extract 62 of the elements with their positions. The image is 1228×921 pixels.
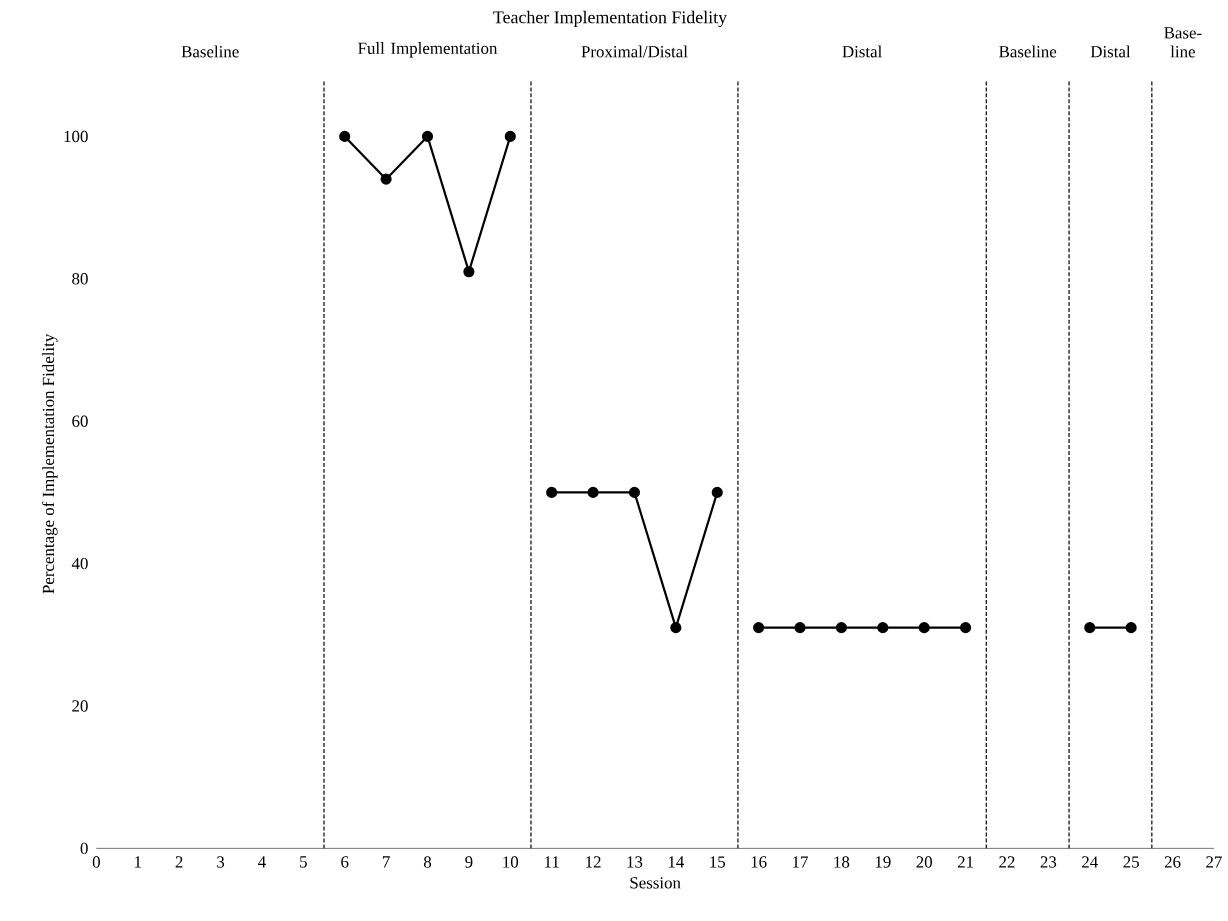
x-tick-label: 24: [1082, 856, 1098, 868]
x-tick-label: 2: [175, 856, 183, 868]
x-tick-label: 19: [875, 856, 891, 868]
x-tick-label: 4: [258, 856, 266, 868]
x-tick-label: 27: [1206, 856, 1222, 868]
text: Distal: [1090, 45, 1131, 58]
point: [835, 622, 847, 634]
x-tick-label: 13: [627, 856, 643, 868]
point: [463, 266, 475, 278]
y-tick-label: 40: [71, 557, 88, 570]
chart-title: Teacher Implementation Fidelity: [493, 10, 728, 28]
x-tick-label: 12: [586, 856, 601, 868]
point: [504, 130, 516, 143]
x-tick-label: 17: [793, 856, 808, 868]
y-tick-label: 60: [72, 415, 88, 427]
point: [711, 486, 723, 499]
x-tick-label: 16: [751, 856, 767, 868]
x-tick-label: 9: [465, 856, 473, 868]
x-tick-label: 18: [834, 856, 850, 868]
x-tick-label: 14: [668, 856, 685, 868]
x-tick-label: 11: [545, 856, 559, 868]
point: [421, 130, 434, 143]
x-tick-label: 0: [92, 856, 100, 868]
point: [794, 622, 806, 634]
x-tick-label: 22: [999, 856, 1015, 868]
y-tick-label: 80: [72, 273, 88, 285]
text: Baseline: [181, 45, 239, 58]
point: [918, 622, 930, 634]
x-tick-label: 1: [135, 856, 141, 868]
point: [339, 130, 351, 143]
point: [1125, 622, 1137, 634]
y-tick-label: 0: [80, 842, 88, 855]
x-tick-label: 6: [341, 856, 349, 868]
text: Proximal/Distal: [581, 45, 688, 58]
x-tick-label: 3: [217, 856, 225, 868]
point: [753, 622, 765, 634]
x-axis-title: Session: [630, 877, 681, 889]
x-tick-label: 26: [1164, 856, 1181, 868]
x-tick-label: 5: [300, 856, 307, 868]
y-tick-label: 20: [72, 700, 88, 712]
point: [1084, 622, 1096, 634]
x-tick-label: 25: [1123, 856, 1139, 868]
x-tick-label: 8: [423, 856, 432, 868]
text: Base-line: [1164, 27, 1202, 58]
point: [380, 173, 392, 185]
point: [587, 486, 599, 499]
x-tick-label: 10: [503, 856, 519, 868]
point: [628, 486, 641, 499]
y-tick-label: 100: [64, 130, 88, 143]
point: [877, 622, 889, 634]
text: Baseline: [999, 45, 1057, 58]
point: [546, 486, 558, 499]
point: [960, 622, 972, 634]
x-tick-label: 23: [1040, 856, 1057, 868]
text: Full Implementation: [358, 42, 498, 58]
x-tick-label: 20: [916, 856, 932, 868]
text: Distal: [842, 45, 882, 58]
point: [670, 622, 682, 634]
x-tick-label: 7: [382, 856, 390, 868]
x-tick-label: 21: [957, 856, 974, 868]
y-axis-title: Percentage of Implementation Fidelity: [42, 333, 58, 594]
x-tick-label: 15: [710, 856, 726, 868]
